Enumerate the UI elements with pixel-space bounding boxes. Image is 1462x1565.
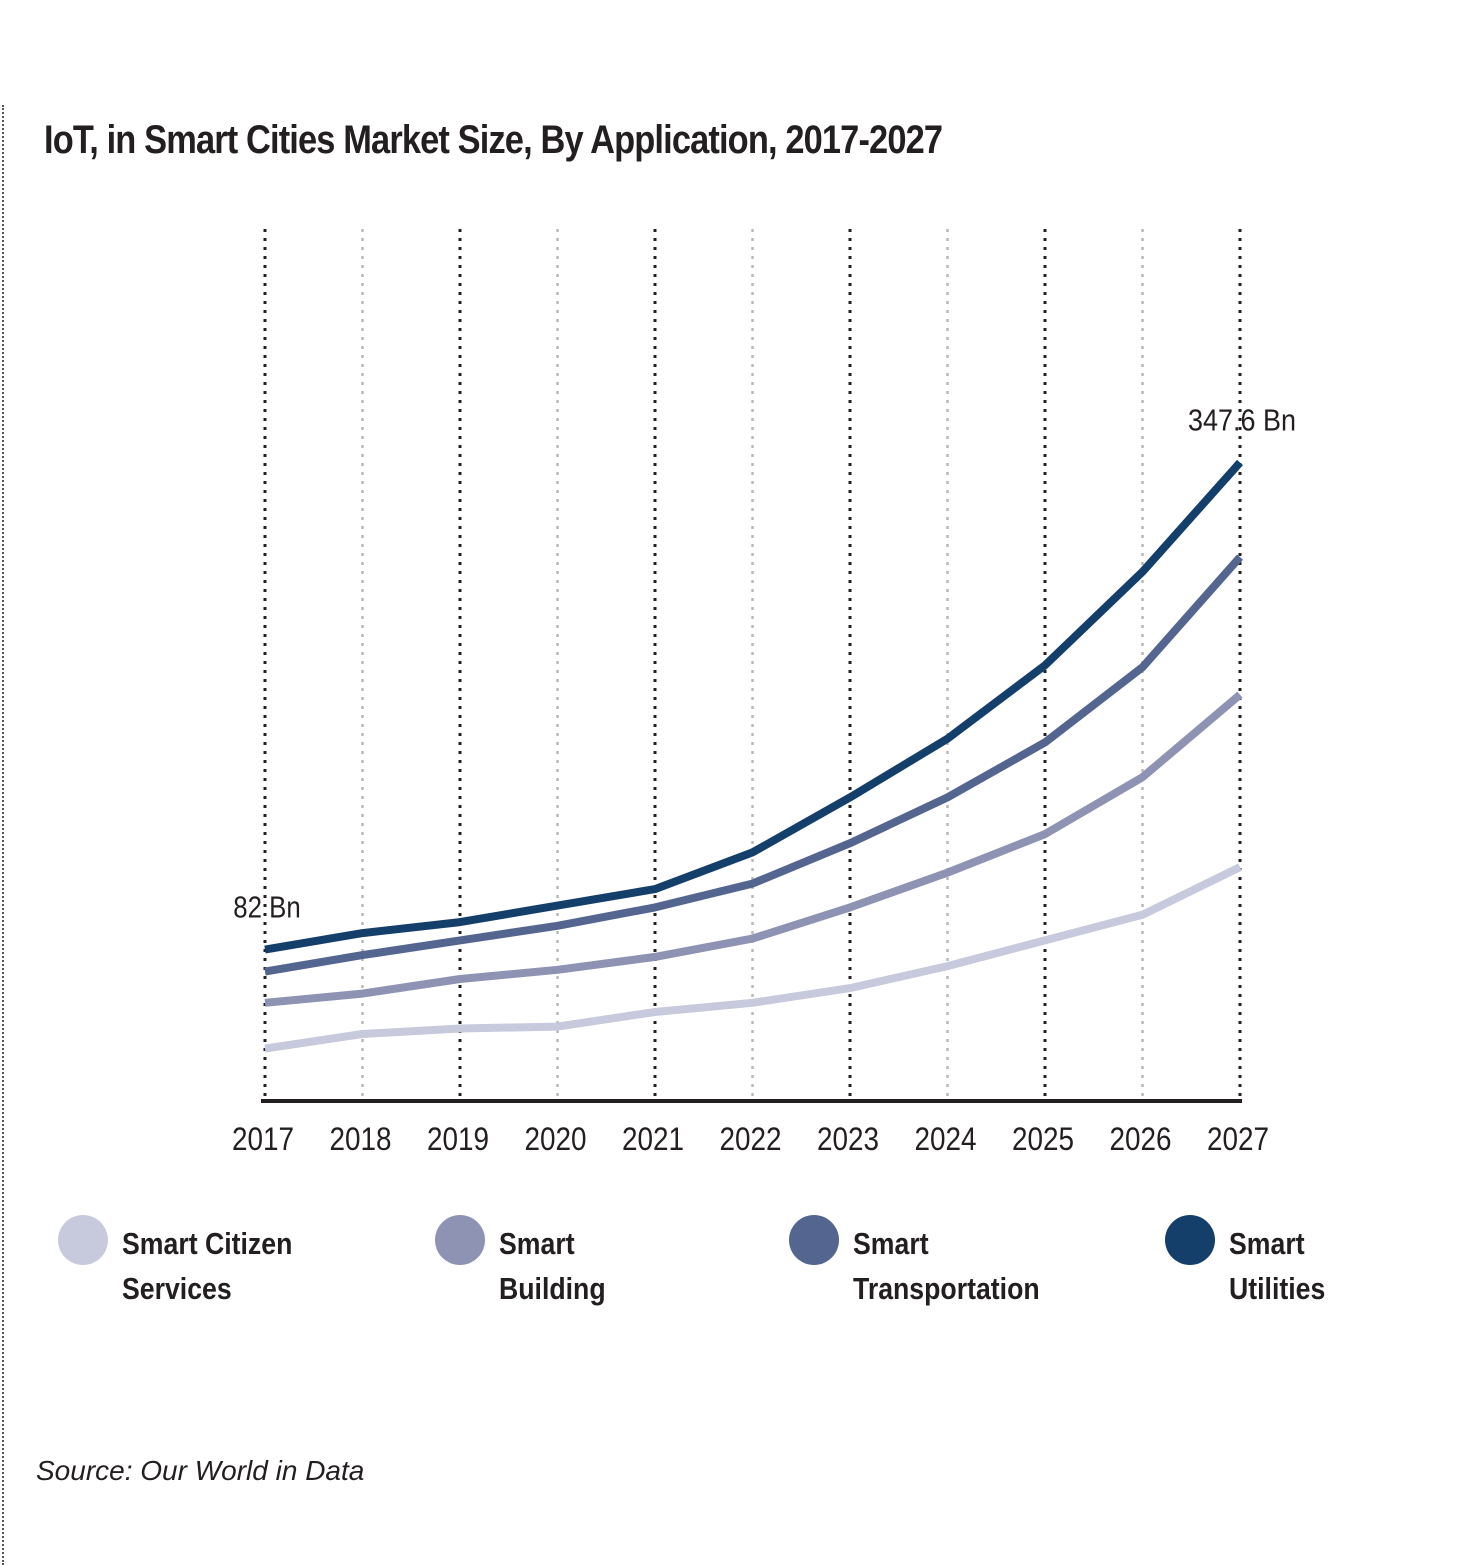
legend-label-line1: Smart <box>1229 1226 1305 1261</box>
legend-swatch <box>58 1215 108 1265</box>
legend-item-smart-citizen-services: Smart Citizen Services <box>58 1215 352 1311</box>
legend-swatch <box>789 1215 839 1265</box>
legend-swatch <box>1165 1215 1215 1265</box>
page-border-rule <box>2 105 4 1565</box>
x-tick-label-2025: 2025 <box>1012 1121 1074 1157</box>
x-tick-label-2018: 2018 <box>330 1121 392 1157</box>
legend-label-line2: Services <box>122 1271 232 1306</box>
data-label-2027: 347.6 Bn <box>1188 403 1296 438</box>
legend-item-smart-building: Smart Building <box>435 1215 729 1311</box>
legend-label: Smart Utilities <box>1229 1221 1427 1311</box>
source-note: Source: Our World in Data <box>36 1455 365 1486</box>
data-label-2017: 82 Bn <box>233 890 301 925</box>
x-tick-label-2026: 2026 <box>1110 1121 1172 1157</box>
x-tick-label-2020: 2020 <box>525 1121 587 1157</box>
x-tick-label-2022: 2022 <box>720 1121 782 1157</box>
annotations: 82 Bn 347.6 Bn <box>233 403 1296 925</box>
chart-title: IoT, in Smart Cities Market Size, By App… <box>44 118 943 162</box>
legend-label-line2: Building <box>499 1271 606 1306</box>
series-line-smart-transportation <box>264 554 1243 976</box>
legend-label: Smart Citizen Services <box>122 1221 320 1311</box>
x-tick-label-2023: 2023 <box>817 1121 879 1157</box>
legend-label-line1: Smart <box>499 1226 575 1261</box>
x-axis: 2017 2018 2019 2020 2021 2022 2023 2024 2025 2026… <box>232 1099 1269 1157</box>
series-line-smart-building <box>264 691 1243 1007</box>
legend-label: Smart Building <box>499 1221 697 1311</box>
legend-label-line2: Utilities <box>1229 1271 1326 1306</box>
x-tick-label-2027: 2027 <box>1207 1121 1269 1157</box>
x-tick-label-2021: 2021 <box>622 1121 684 1157</box>
gridlines <box>263 229 1242 1100</box>
legend-swatch <box>435 1215 485 1265</box>
series-line-smart-utilities <box>264 459 1243 954</box>
legend-label-line2: Transportation <box>853 1271 1040 1306</box>
x-tick-label-2019: 2019 <box>427 1121 489 1157</box>
legend-label-line1: Smart Citizen <box>122 1226 293 1261</box>
legend-item-smart-transportation: Smart Transportation <box>789 1215 1083 1311</box>
legend-item-smart-utilities: Smart Utilities <box>1165 1215 1459 1311</box>
legend-label: Smart Transportation <box>853 1221 1051 1311</box>
x-tick-label-2017: 2017 <box>232 1121 294 1157</box>
x-tick-label-2024: 2024 <box>915 1121 977 1157</box>
legend-label-line1: Smart <box>853 1226 929 1261</box>
series-lines <box>264 459 1243 1053</box>
series-line-smart-citizen-services <box>264 863 1242 1053</box>
